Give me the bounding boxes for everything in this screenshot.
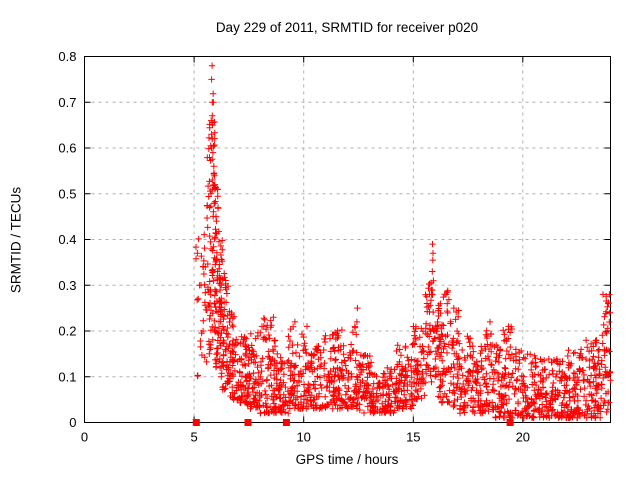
y-tick-label: 0 <box>69 415 76 430</box>
y-tick-label: 0.5 <box>58 186 76 201</box>
baseline-squares-layer <box>192 419 514 426</box>
y-tick-label: 0.3 <box>58 278 76 293</box>
x-axis-label: GPS time / hours <box>295 452 399 467</box>
x-tick-label: 20 <box>516 430 530 445</box>
y-tick-label: 0.7 <box>58 95 76 110</box>
x-tick-label: 5 <box>190 430 197 445</box>
tick-labels: 0 5 10 15 20 0 0.1 0.2 0.3 0.4 0.5 0.6 0.7 0.8 <box>58 49 530 445</box>
y-tick-label: 0.1 <box>58 369 76 384</box>
y-tick-label: 0.8 <box>58 49 76 64</box>
x-tick-label: 10 <box>296 430 310 445</box>
grid-layer <box>84 56 611 423</box>
x-tick-label: 15 <box>406 430 420 445</box>
chart-title: Day 229 of 2011, SRMTID for receiver p02… <box>215 20 479 35</box>
y-tick-label: 0.4 <box>58 232 76 247</box>
data-points-layer <box>192 62 614 422</box>
y-tick-label: 0.2 <box>58 324 76 339</box>
baseline-square-marker <box>506 419 514 426</box>
x-tick-label: 0 <box>81 430 88 445</box>
y-tick-label: 0.6 <box>58 141 76 156</box>
baseline-square-marker <box>244 419 252 426</box>
baseline-square-marker <box>282 419 290 426</box>
baseline-square-marker <box>192 419 200 426</box>
